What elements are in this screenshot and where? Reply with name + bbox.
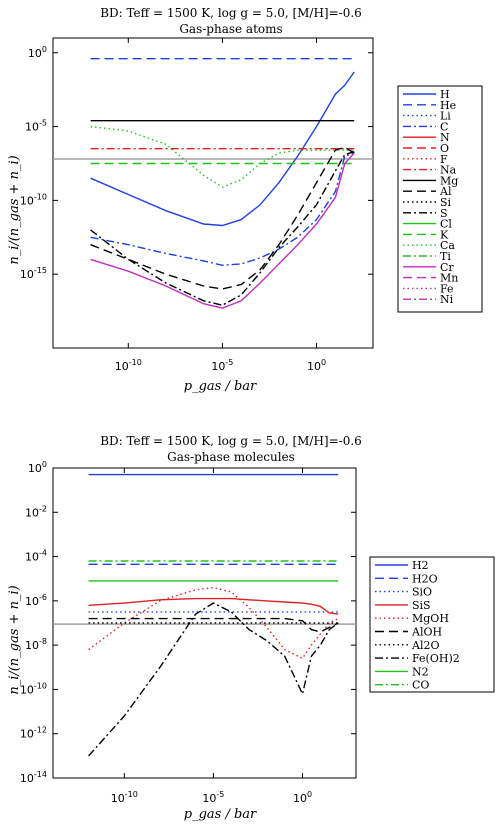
tick-label: 100 xyxy=(28,460,47,475)
tick-label: 10-12 xyxy=(20,726,47,741)
legend-label: Ni xyxy=(440,293,454,306)
legend-label: H2O xyxy=(412,572,438,585)
tick-label: 10-15 xyxy=(20,266,47,281)
tick-label: 10-5 xyxy=(25,119,47,134)
chart-subtitle: Gas-phase molecules xyxy=(167,450,295,464)
chart-title: BD: Teff = 1500 K, log g = 5.0, [M/H]=-0… xyxy=(100,434,362,448)
legend-label: Si xyxy=(440,196,452,209)
tick-label: 10-5 xyxy=(211,358,233,373)
legend-box xyxy=(369,556,495,693)
legend-label: Ca xyxy=(440,239,455,252)
legend-label: SiS xyxy=(412,599,431,612)
tick-label: 100 xyxy=(293,790,312,805)
tick-label: 10-8 xyxy=(25,637,47,652)
series-line-s xyxy=(90,151,355,306)
chart-atoms: BD: Teff = 1500 K, log g = 5.0, [M/H]=-0… xyxy=(7,6,483,394)
plot-area: 10-10 10-5 100 100 10-5 10-10 10-15 xyxy=(20,37,374,373)
tick-label: 10-4 xyxy=(25,549,47,564)
tick-label: 10-14 xyxy=(20,770,47,785)
legend-label: Fe(OH)2 xyxy=(412,652,460,665)
legend-label: H xyxy=(440,88,450,101)
legend-label: K xyxy=(440,228,449,241)
x-axis-label: p_gas / bar xyxy=(184,807,257,822)
legend-label: N xyxy=(440,131,450,144)
series-line-cr xyxy=(90,152,355,309)
tick-label: 100 xyxy=(28,45,47,60)
legend-label: Li xyxy=(440,110,451,123)
legend-label: Mn xyxy=(440,272,458,285)
legend-label: He xyxy=(440,99,456,112)
series-line-al xyxy=(90,146,355,290)
series-line-ca xyxy=(90,125,355,188)
legend-label: Ti xyxy=(440,250,451,263)
chart-subtitle: Gas-phase atoms xyxy=(179,22,282,36)
x-axis-label: p_gas / bar xyxy=(184,379,257,394)
tick-label: 10-6 xyxy=(25,593,47,608)
tick-label: 10-10 xyxy=(111,790,138,805)
legend-label: C xyxy=(440,120,448,133)
series-line-feoh2 xyxy=(88,602,339,757)
chart-title: BD: Teff = 1500 K, log g = 5.0, [M/H]=-0… xyxy=(100,6,362,20)
tick-label: 100 xyxy=(307,358,326,373)
legend-label: N2 xyxy=(412,665,429,678)
legend-label: H2 xyxy=(412,559,429,572)
legend-label: AlOH xyxy=(411,626,442,639)
legend-label: Cl xyxy=(440,218,452,231)
legend-label: Na xyxy=(440,164,457,177)
series-line-aloh xyxy=(88,617,339,633)
legend-box xyxy=(397,85,483,313)
legend-label: CO xyxy=(412,679,429,692)
legend-label: Mg xyxy=(440,174,458,187)
legend-label: S xyxy=(440,207,448,220)
legend-label: Al2O xyxy=(411,639,439,652)
tick-label: 10-2 xyxy=(25,504,47,519)
legend-label: Al xyxy=(439,185,452,198)
legend-label: F xyxy=(440,153,448,166)
legend-label: O xyxy=(440,142,449,155)
legend-label: MgOH xyxy=(412,612,449,625)
series-line-c xyxy=(90,152,355,267)
plot-frame xyxy=(52,37,374,349)
legend-label: Fe xyxy=(440,282,454,295)
chart-molecules: BD: Teff = 1500 K, log g = 5.0, [M/H]=-0… xyxy=(7,434,495,822)
tick-label: 10-10 xyxy=(20,681,47,696)
y-axis-label: n_i/(n_gas + n_i) xyxy=(7,155,22,264)
series-line-sis xyxy=(88,597,339,615)
tick-label: 10-10 xyxy=(115,358,142,373)
series-line-h xyxy=(90,71,355,227)
tick-label: 10-5 xyxy=(202,790,224,805)
plot-frame xyxy=(52,467,357,779)
y-axis-label: n_i/(n_gas + n_i) xyxy=(7,585,22,694)
plot-area: 10-10 10-5 100 100 10-2 10-4 10-6 10-8 10-10 10-1… xyxy=(20,460,357,805)
legend-label: SiO xyxy=(412,586,432,599)
legend-label: Cr xyxy=(440,261,454,274)
tick-label: 10-10 xyxy=(20,192,47,207)
